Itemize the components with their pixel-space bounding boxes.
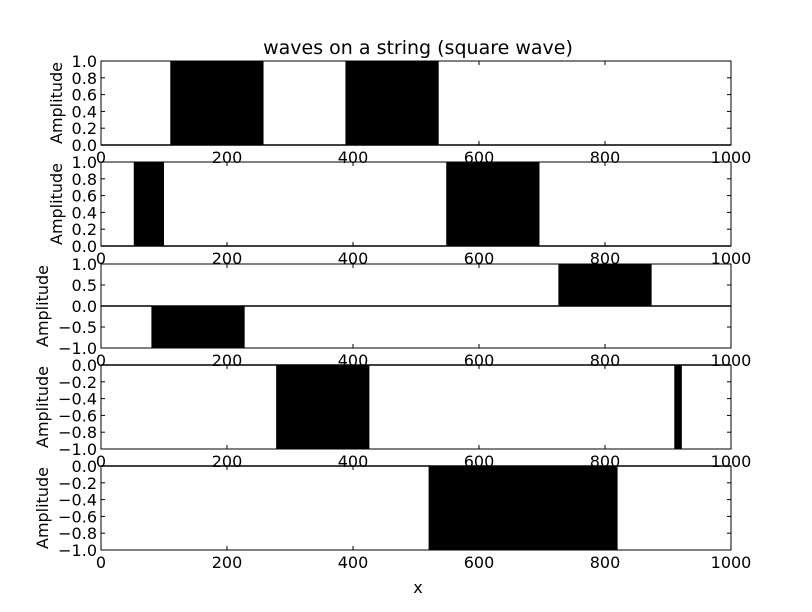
axes-frame (100, 465, 732, 551)
wave-pulse-4-2 (674, 365, 682, 449)
y-axis-label: Amplitude (33, 366, 52, 448)
wave-pulse-3-1 (151, 306, 245, 348)
y-tick-label: 0.0 (72, 457, 97, 476)
y-tick-label: 1.0 (72, 255, 97, 274)
y-tick-label: 0.2 (72, 220, 97, 239)
wave-pulse-3-2 (558, 264, 652, 306)
axes-frame (100, 60, 732, 146)
y-tick-label: −0.6 (58, 406, 97, 425)
y-tick-label: 0.6 (72, 187, 97, 206)
y-tick-label: −1.0 (58, 440, 97, 459)
x-tick-label: 400 (338, 249, 369, 268)
subplot-stack: 0 200 400 600 800 10000.00.20.40.60.81.0Ampli… (33, 52, 751, 572)
y-tick-label: −0.6 (58, 507, 97, 526)
wave-pulse-1-1 (170, 61, 264, 145)
y-tick-label: 0.2 (72, 119, 97, 138)
x-tick-label: 0 (96, 148, 106, 167)
x-tick-label: 1000 (711, 553, 752, 572)
x-tick-label: 800 (590, 249, 621, 268)
y-tick-label: 0.8 (72, 69, 97, 88)
y-tick-label: 0.0 (72, 237, 97, 256)
y-axis-label: Amplitude (47, 163, 66, 245)
y-axis-label: Amplitude (33, 265, 52, 347)
y-tick-label: −0.4 (58, 390, 97, 409)
y-tick-label: −0.2 (58, 373, 97, 392)
x-tick-label: 600 (464, 553, 495, 572)
y-tick-label: 0.0 (72, 356, 97, 375)
y-tick-label: −0.8 (58, 423, 97, 442)
y-tick-label: 0.8 (72, 170, 97, 189)
x-tick-label: 0 (96, 249, 106, 268)
y-axis-label: Amplitude (47, 62, 66, 144)
wave-pulse-2-2 (446, 162, 540, 246)
x-tick-label: 600 (464, 249, 495, 268)
y-axis-label: Amplitude (33, 467, 52, 549)
y-tick-label: 0.0 (72, 297, 97, 316)
subplot-1: 0 200 400 600 800 10000.00.20.40.60.81.0Ampli… (47, 52, 751, 167)
y-tick-label: 0.5 (72, 276, 97, 295)
x-tick-label: 200 (212, 553, 243, 572)
x-tick-label: 800 (590, 553, 621, 572)
x-tick-label: 400 (338, 553, 369, 572)
x-tick-label: 200 (212, 249, 243, 268)
x-axis-label: x (413, 578, 422, 597)
y-tick-label: 0.4 (72, 203, 97, 222)
y-tick-label: 1.0 (72, 52, 97, 71)
subplot-5: 0 200 400 600 800 1000 −1.0−0.8−0.6−0.4−0.20.0… (33, 457, 751, 572)
y-tick-label: −0.2 (58, 474, 97, 493)
y-tick-label: −0.8 (58, 524, 97, 543)
y-tick-label: 0.0 (72, 136, 97, 155)
subplot-3: 0 200 400 600 800 1000−1.0−0.50.00.51.0Amplit… (33, 255, 751, 370)
y-tick-label: 1.0 (72, 153, 97, 172)
wave-pulse-1-2 (345, 61, 439, 145)
chart-title: waves on a string (square wave) (263, 37, 573, 59)
wave-pulse-2-1 (133, 162, 164, 246)
y-tick-label: −0.5 (58, 318, 97, 337)
subplot-2: 0 200 400 600 800 1000 0.00.20.40.60.81.0 Ampli… (47, 153, 751, 268)
y-tick-label: −1.0 (58, 339, 97, 358)
wave-pulse-5-1 (428, 466, 618, 550)
axes-frame (100, 364, 732, 450)
y-tick-label: −1.0 (58, 541, 97, 560)
y-tick-label: 0.4 (72, 102, 97, 121)
x-tick-label: 1000 (711, 249, 752, 268)
y-tick-label: 0.6 (72, 86, 97, 105)
x-tick-label: 0 (96, 351, 106, 370)
x-tick-label: 0 (96, 553, 106, 572)
x-tick-label: 0 (96, 452, 106, 471)
y-tick-label: −0.4 (58, 491, 97, 510)
axes-frame (100, 161, 732, 247)
subplot-4: 0 200 400 600 800 1000−1.0−0.8−0.6−0.4−0.20.0… (33, 356, 751, 471)
wave-pulse-4-1 (276, 365, 370, 449)
